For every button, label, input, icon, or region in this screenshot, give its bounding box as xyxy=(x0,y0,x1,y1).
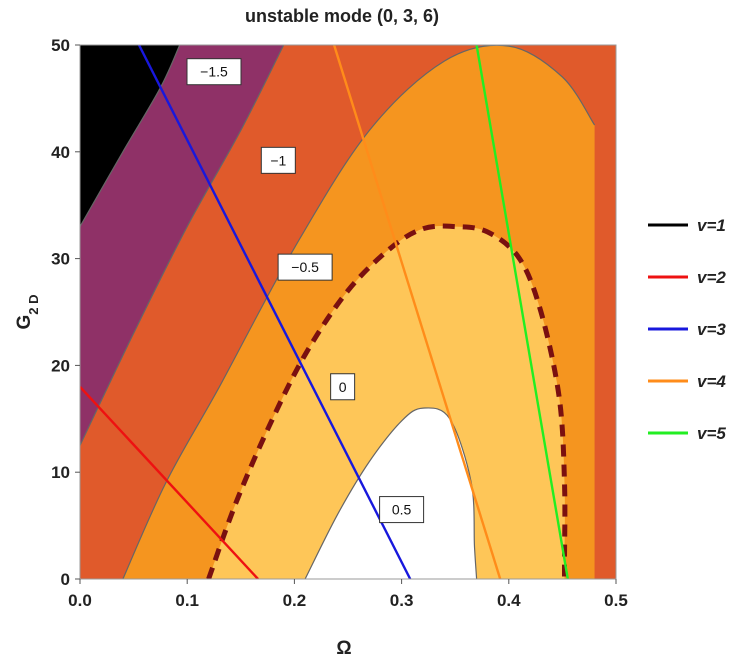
contour-label-box xyxy=(186,58,242,86)
legend-label-v=4: v=4 xyxy=(697,372,726,391)
x-tick-label: 0.4 xyxy=(497,591,521,610)
series-line-v=3 xyxy=(137,45,412,579)
x-tick-label: 0.0 xyxy=(68,591,92,610)
contour-labels: −1.5 −1 −0.5 0 0.5 xyxy=(186,58,425,524)
contour-label: −1 xyxy=(270,152,286,168)
x-tick-label: 0.1 xyxy=(175,591,199,610)
contour-label: −1.5 xyxy=(200,64,228,80)
series-line-v=4 xyxy=(332,45,502,579)
contour-line-1 xyxy=(80,45,285,446)
legend-label-v=1: v=1 xyxy=(697,216,726,235)
x-tick-label: 0.3 xyxy=(390,591,414,610)
y-axis-label-subscript: 2 D xyxy=(26,294,41,314)
contour-line-2 xyxy=(122,45,596,579)
y-axis-label: G2 D xyxy=(14,294,41,329)
contour-line-4 xyxy=(304,407,478,579)
legend-label-v=2: v=2 xyxy=(697,268,726,287)
series-line-v=2 xyxy=(80,385,259,579)
y-tick-label: 10 xyxy=(51,463,70,482)
chart-title: unstable mode (0, 3, 6) xyxy=(245,6,439,26)
region-level-4 xyxy=(208,226,565,579)
contour-label: 0 xyxy=(339,379,347,395)
contour-line-0 xyxy=(80,45,181,227)
contour-label-box xyxy=(330,373,356,401)
x-tick-label: 0.2 xyxy=(283,591,307,610)
y-axis-label-main: G xyxy=(14,315,35,330)
y-tick-label: 30 xyxy=(51,250,70,269)
x-axis: 0.0 0.1 0.2 0.3 0.4 0.5 xyxy=(68,579,628,610)
x-axis-label: Ω xyxy=(336,638,351,659)
legend: v=1 v=2 v=3 v=4 v=5 xyxy=(648,216,726,443)
plot-area xyxy=(80,45,616,579)
legend-label-v=3: v=3 xyxy=(697,320,726,339)
x-tick-label: 0.5 xyxy=(604,591,628,610)
region-level-5 xyxy=(305,407,477,579)
y-axis: 0 10 20 30 40 50 xyxy=(51,36,80,589)
contour-line-3 xyxy=(206,223,568,579)
y-tick-label: 50 xyxy=(51,36,70,55)
contour-label-box xyxy=(277,253,333,281)
contour-label: −0.5 xyxy=(291,259,319,275)
contour-label: 0.5 xyxy=(392,502,412,518)
y-tick-label: 0 xyxy=(61,570,70,589)
contour-label-box xyxy=(379,496,425,524)
series-line-v=5 xyxy=(475,45,569,579)
y-tick-label: 20 xyxy=(51,356,70,375)
y-tick-label: 40 xyxy=(51,143,70,162)
contour-label-box xyxy=(260,146,296,174)
legend-label-v=5: v=5 xyxy=(697,424,726,443)
plot-frame xyxy=(79,44,617,580)
